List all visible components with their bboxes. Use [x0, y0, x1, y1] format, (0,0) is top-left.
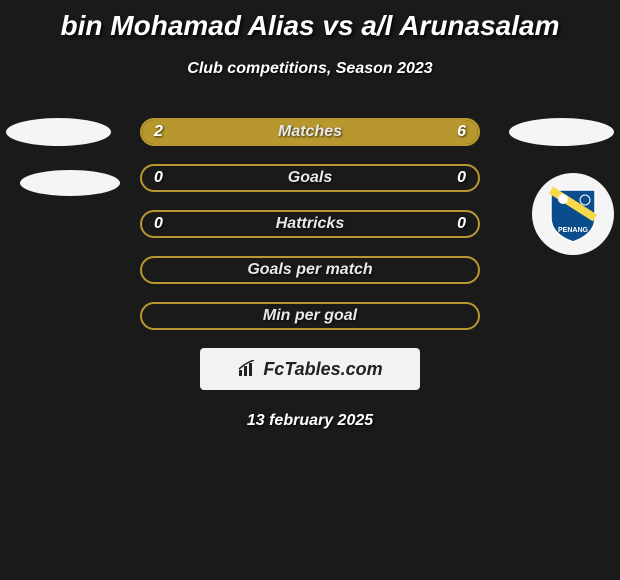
- svg-text:PENANG: PENANG: [558, 227, 589, 234]
- subtitle: Club competitions, Season 2023: [0, 60, 620, 78]
- bar-left-value: 0: [154, 169, 163, 187]
- stat-bar: 0 Goals 0: [140, 164, 480, 192]
- logo-box: FcTables.com: [200, 348, 420, 390]
- date: 13 february 2025: [0, 412, 620, 430]
- bar-right-value: 6: [457, 123, 466, 141]
- logo-text: FcTables.com: [263, 359, 382, 380]
- stat-bar: 0 Hattricks 0: [140, 210, 480, 238]
- bar-right-value: 0: [457, 215, 466, 233]
- player-left-avatar: [6, 118, 111, 146]
- stat-bar: Min per goal: [140, 302, 480, 330]
- logo: FcTables.com: [237, 359, 382, 380]
- stat-bars: 2 Matches 6 0 Goals 0 0 Hattricks 0 Goal…: [140, 118, 480, 330]
- bar-left-value: 2: [154, 123, 163, 141]
- club-badge: PENANG: [532, 173, 614, 255]
- player-right-avatar: [509, 118, 614, 146]
- stat-bar: 2 Matches 6: [140, 118, 480, 146]
- player-left-avatar-2: [20, 170, 120, 196]
- stat-bar: Goals per match: [140, 256, 480, 284]
- bar-fill-right: [226, 120, 478, 144]
- page-title: bin Mohamad Alias vs a/l Arunasalam: [0, 0, 620, 42]
- club-badge-icon: PENANG: [543, 184, 603, 244]
- bar-left-value: 0: [154, 215, 163, 233]
- bar-label: Hattricks: [276, 215, 344, 233]
- bar-label: Goals per match: [247, 261, 372, 279]
- chart-icon: [237, 360, 259, 378]
- bar-right-value: 0: [457, 169, 466, 187]
- bar-label: Matches: [278, 123, 342, 141]
- bar-label: Goals: [288, 169, 332, 187]
- comparison-content: PENANG 2 Matches 6 0 Goals 0 0 Hattricks…: [0, 118, 620, 430]
- bar-label: Min per goal: [263, 307, 357, 325]
